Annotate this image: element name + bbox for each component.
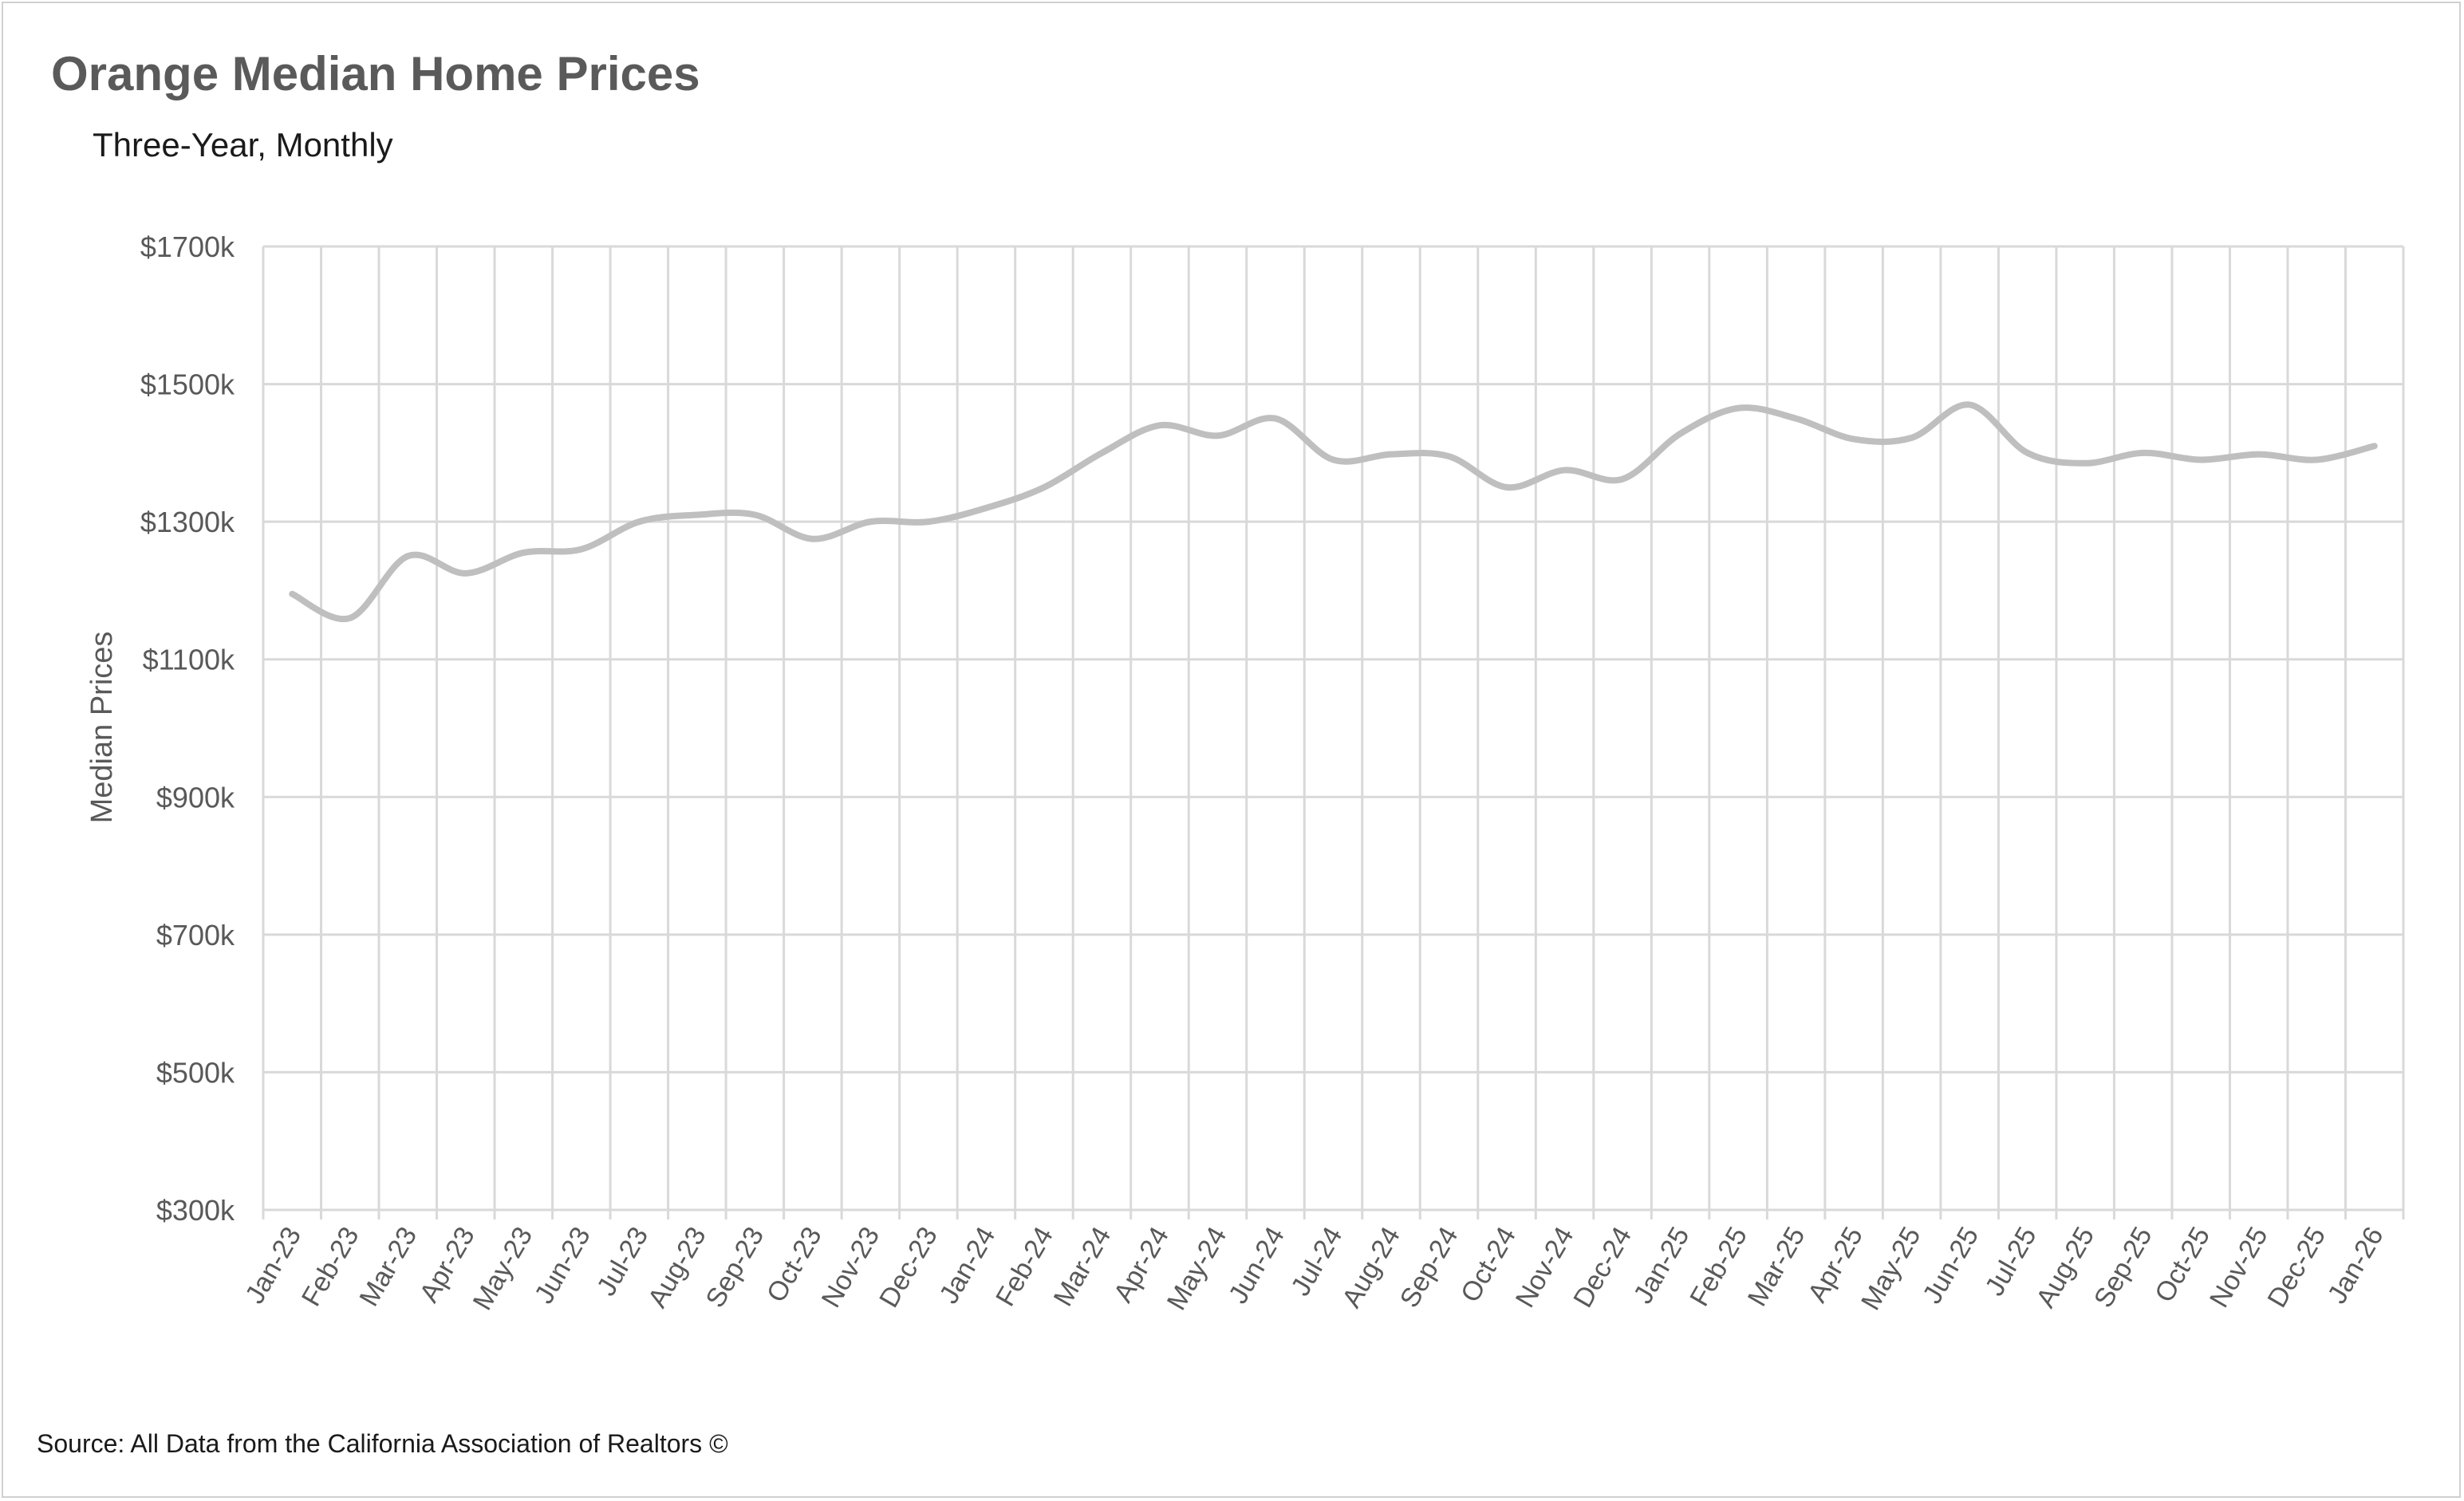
data-point [925, 518, 932, 525]
x-tick-label: Mar-25 [1742, 1222, 1812, 1311]
chart-title: Orange Median Home Prices [51, 47, 700, 100]
x-tick-label: Jun-23 [529, 1222, 597, 1309]
data-point [2024, 450, 2031, 456]
x-tick-label: Jan-26 [2322, 1222, 2390, 1309]
y-tick-label: $900k [156, 781, 235, 814]
data-point [2371, 443, 2378, 449]
data-point [751, 512, 758, 518]
data-point [463, 570, 469, 577]
x-tick-label: Feb-23 [296, 1222, 365, 1311]
data-point [1793, 416, 1800, 422]
data-point [2082, 460, 2088, 467]
data-point [810, 536, 816, 542]
y-tick-label: $1700k [140, 230, 235, 263]
chart-subtitle: Three-Year, Monthly [93, 126, 393, 163]
data-point [1677, 431, 1684, 437]
data-point [983, 505, 989, 511]
x-tick-label: Mar-24 [1048, 1222, 1118, 1311]
data-point [520, 550, 526, 556]
data-point [2198, 456, 2204, 463]
y-tick-label: $1500k [140, 368, 235, 401]
data-point [289, 591, 295, 597]
x-tick-label: Sep-24 [1394, 1222, 1465, 1313]
x-tick-label: Mar-23 [353, 1222, 423, 1311]
data-point [1562, 467, 1568, 473]
data-points [289, 401, 2377, 620]
x-tick-label: Dec-23 [873, 1222, 944, 1313]
data-point [2140, 450, 2147, 456]
data-point [2256, 451, 2262, 458]
series-line [289, 401, 2378, 623]
y-axis-tick-labels: $300k $500k $700k $900k $1100k $1300k $1500k $1… [140, 230, 235, 1227]
data-point [1214, 432, 1220, 439]
data-point [1041, 484, 1047, 490]
data-point [1619, 476, 1626, 483]
y-tick-label: $300k [156, 1194, 235, 1227]
y-tick-label: $1100k [143, 644, 235, 676]
x-tick-label: Jul-23 [591, 1222, 654, 1301]
data-point [1388, 451, 1394, 458]
x-tick-label: Jul-25 [1979, 1222, 2042, 1301]
data-point [404, 553, 411, 559]
y-tick-label: $700k [156, 919, 235, 951]
source-note: Source: All Data from the California Ass… [37, 1429, 728, 1458]
y-tick-label: $500k [156, 1056, 235, 1089]
data-point [578, 546, 585, 553]
data-point [694, 512, 700, 518]
x-tick-label: Dec-24 [1567, 1222, 1638, 1313]
data-point [1909, 435, 1915, 441]
data-point [1735, 405, 1741, 412]
x-tick-label: Feb-25 [1684, 1222, 1753, 1311]
x-tick-label: Sep-23 [700, 1222, 771, 1313]
x-axis-tick-labels: Jan-23Feb-23Mar-23Apr-23May-23Jun-23Jul-… [239, 1222, 2389, 1315]
x-tick-label: Jul-24 [1285, 1222, 1348, 1301]
x-tick-label: Jun-24 [1223, 1222, 1291, 1309]
data-point [1331, 456, 1337, 463]
data-point [1157, 422, 1163, 428]
data-point [1446, 453, 1453, 459]
x-tick-label: Sep-25 [2088, 1222, 2158, 1313]
x-tick-label: Dec-25 [2261, 1222, 2332, 1313]
y-axis-label: Median Prices [85, 632, 119, 824]
data-point [867, 518, 873, 525]
grid-lines [262, 245, 2405, 1219]
data-point [1272, 416, 1279, 422]
data-point [1504, 484, 1510, 490]
data-point [2313, 456, 2320, 463]
data-point [1851, 436, 1857, 443]
y-tick-label: $1300k [140, 506, 235, 538]
data-point [347, 615, 353, 621]
x-tick-label: Feb-24 [990, 1222, 1059, 1311]
data-point [1966, 401, 1973, 408]
x-tick-label: Jun-25 [1917, 1222, 1985, 1309]
data-point [636, 518, 642, 525]
data-point [1098, 450, 1105, 456]
